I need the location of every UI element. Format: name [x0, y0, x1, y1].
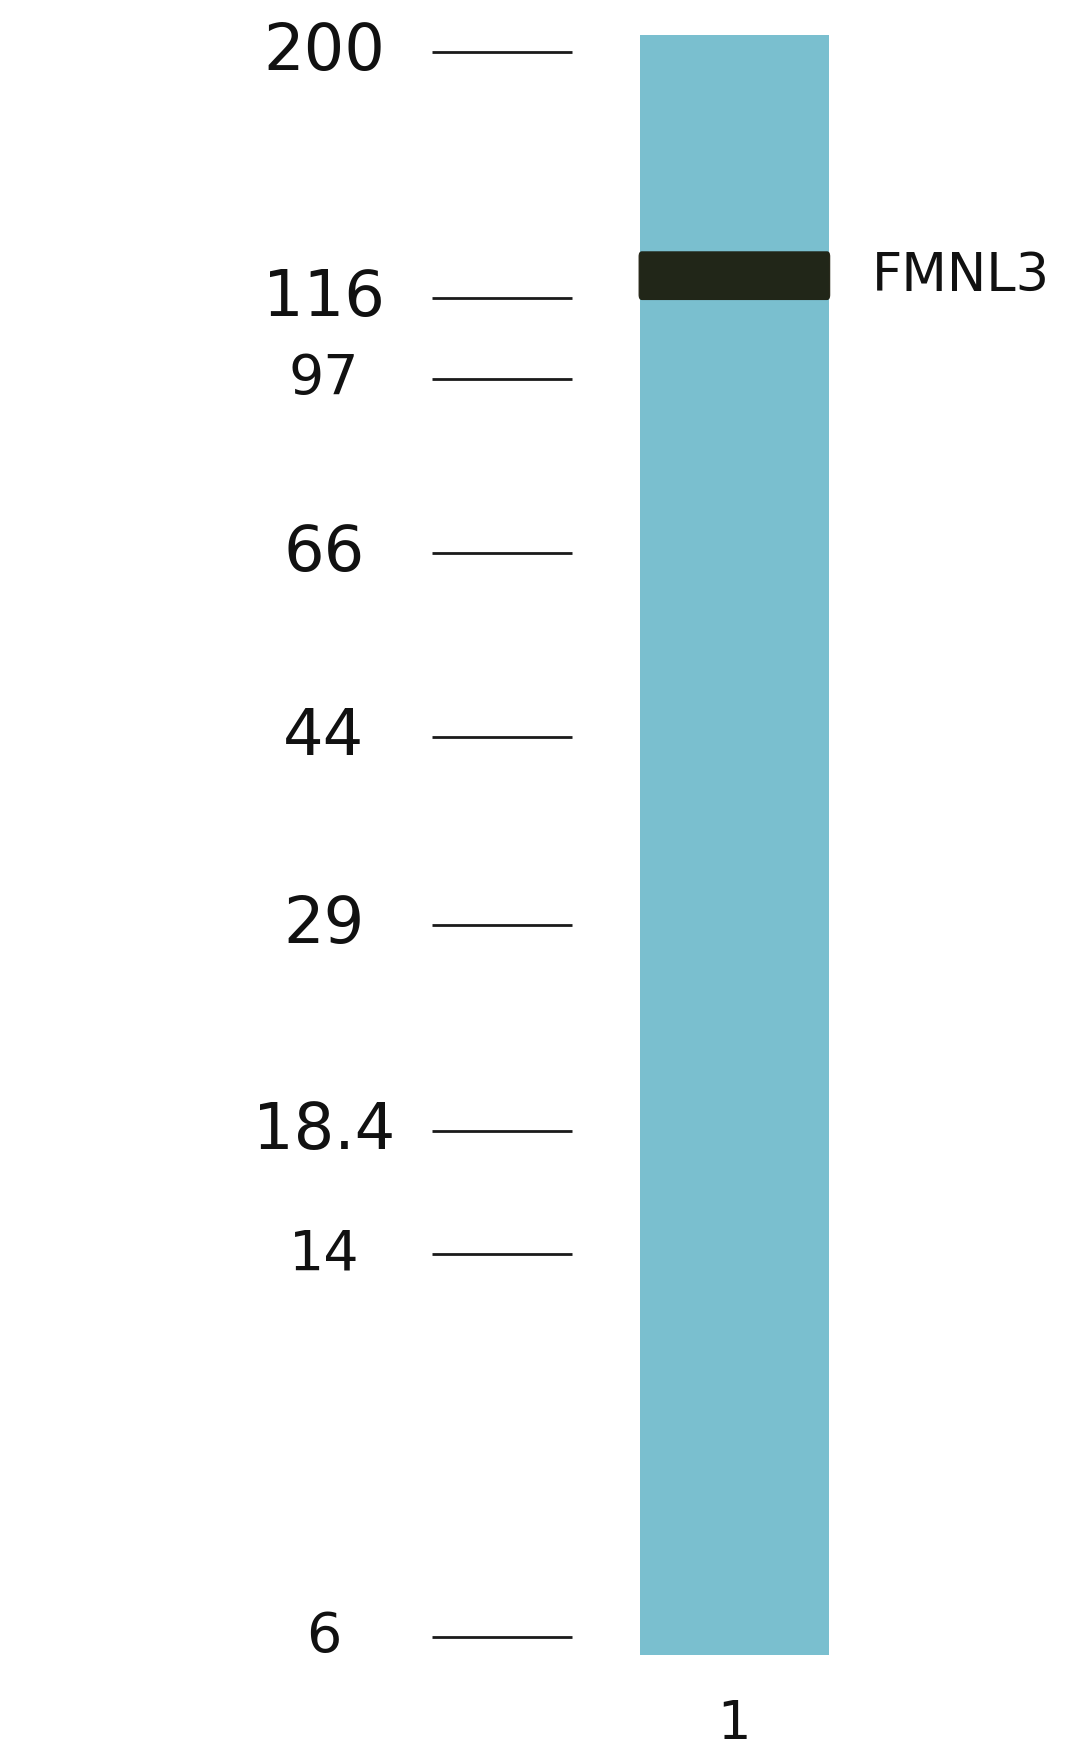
- Text: 66: 66: [283, 523, 365, 584]
- Text: 1: 1: [717, 1698, 752, 1742]
- Text: 6: 6: [307, 1610, 341, 1664]
- Text: (kDa): (kDa): [226, 0, 422, 5]
- Text: 97: 97: [288, 352, 360, 406]
- Text: 29: 29: [283, 894, 365, 956]
- Bar: [639, 35, 829, 1655]
- Text: 116: 116: [264, 268, 384, 329]
- FancyBboxPatch shape: [638, 251, 831, 300]
- Text: 200: 200: [264, 21, 384, 84]
- Text: 44: 44: [283, 706, 365, 768]
- Text: FMNL3: FMNL3: [873, 249, 1050, 301]
- Text: 18.4: 18.4: [253, 1099, 395, 1162]
- Text: 14: 14: [288, 1228, 360, 1282]
